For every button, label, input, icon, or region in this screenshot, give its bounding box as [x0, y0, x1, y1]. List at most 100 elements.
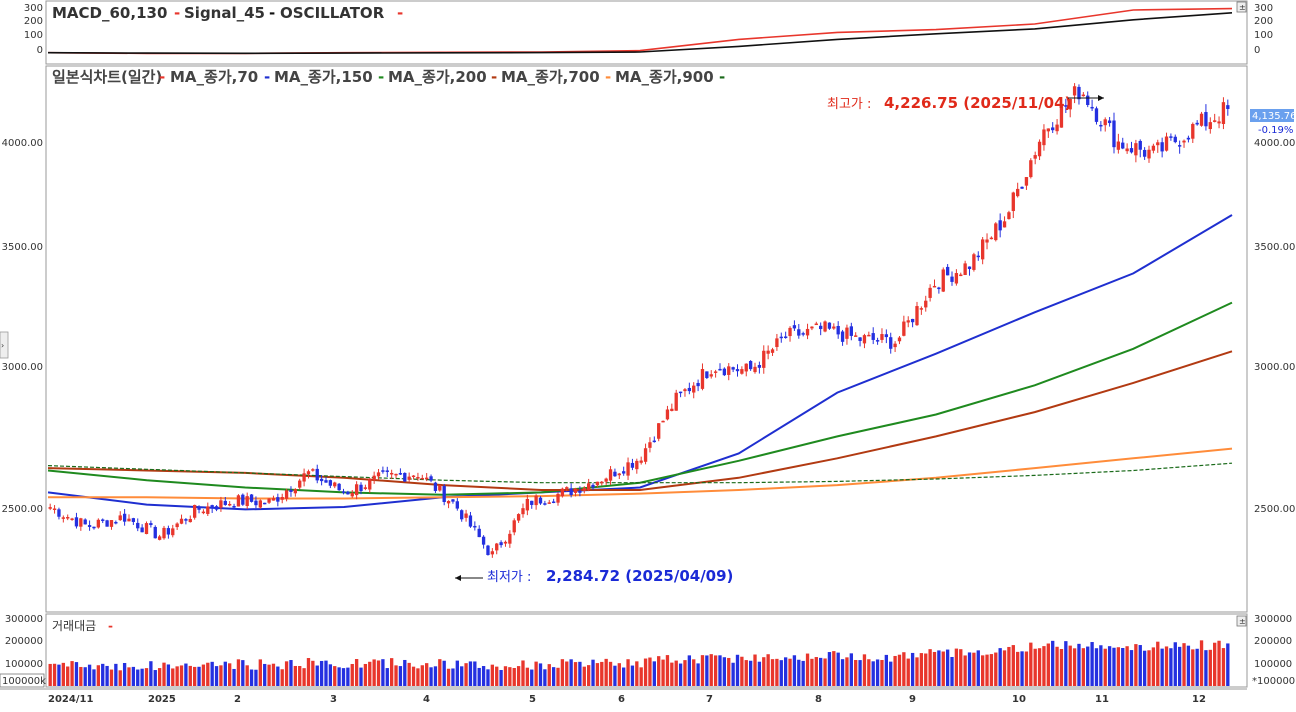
volume-bar	[595, 663, 600, 686]
candle-body	[617, 473, 621, 476]
candle-body	[530, 500, 534, 505]
volume-bar	[503, 666, 508, 686]
candle-body	[735, 369, 740, 372]
candle-body	[854, 335, 858, 337]
candle-body	[446, 500, 451, 504]
candle-body	[1081, 94, 1086, 97]
candle-body	[407, 476, 411, 480]
volume-bar	[705, 655, 709, 686]
volume-bar	[569, 659, 573, 686]
candle-body	[858, 337, 862, 341]
candle-body	[1007, 212, 1011, 220]
candle-body	[280, 497, 284, 500]
volume-tick-right-200000: 200000	[1254, 636, 1292, 647]
volume-bar	[460, 666, 464, 686]
volume-bar	[1007, 646, 1011, 686]
candle-body	[83, 519, 87, 525]
volume-bar	[512, 667, 516, 686]
volume-bar	[1042, 646, 1046, 686]
candle-body	[315, 468, 319, 481]
candle-body	[376, 472, 381, 477]
volume-bar	[880, 659, 884, 686]
macd-panel-menu-icon[interactable]: ±	[1236, 1, 1247, 13]
volume-bar	[70, 661, 74, 686]
candle-body	[915, 306, 919, 326]
volume-bar	[232, 668, 236, 686]
high-annotation-value: 4,226.75 (2025/11/04)	[884, 94, 1071, 112]
candle-body	[1112, 120, 1116, 148]
volume-tick-right-100000: 100000	[1254, 659, 1292, 670]
candle-body	[328, 480, 333, 486]
volume-bar	[228, 663, 232, 686]
volume-bar	[1129, 650, 1134, 686]
low-annotation: 최저가 : 2,284.72 (2025/04/09)	[455, 567, 733, 585]
candle-body	[556, 493, 560, 503]
candle-body	[451, 499, 455, 502]
candle-body	[140, 527, 144, 533]
macd-tick-right-0: 0	[1254, 45, 1260, 56]
candle-body	[394, 473, 398, 476]
volume-unit-left-box	[0, 673, 45, 688]
candle-body	[118, 515, 122, 521]
volume-tick-left-300000: 300000	[5, 614, 43, 625]
x-axis: 2024/11 2025 2 3 4 5 6 7 8 9 10 11 12	[48, 694, 1206, 705]
candle-body	[1029, 160, 1033, 178]
volume-bar	[657, 656, 661, 686]
candle-body	[823, 321, 827, 332]
candle-body	[630, 462, 635, 468]
candle-body	[709, 374, 713, 377]
candle-body	[897, 337, 902, 342]
ma-line-4	[47, 462, 1233, 484]
candle-body	[989, 237, 994, 240]
volume-bar	[762, 657, 766, 686]
candle-body	[919, 308, 924, 310]
volume-bar	[175, 666, 179, 686]
candle-body	[941, 269, 945, 292]
volume-bar	[543, 669, 547, 686]
volume-bar	[954, 648, 959, 686]
svg-text:›: ›	[1, 341, 4, 350]
svg-text:±: ±	[1239, 617, 1246, 626]
candle-body	[678, 391, 683, 394]
candle-body	[1072, 86, 1077, 96]
x-label-10: 10	[1012, 694, 1026, 705]
candle-body	[1011, 192, 1015, 212]
candle-body	[1090, 106, 1094, 109]
candle-body	[346, 491, 350, 495]
volume-bar	[1221, 648, 1226, 686]
volume-bar	[122, 662, 127, 686]
candle-body	[337, 483, 341, 491]
volume-bar	[101, 663, 105, 686]
volume-bar	[985, 654, 989, 686]
candle-body	[783, 336, 788, 338]
candle-body	[1156, 142, 1160, 146]
volume-bar	[1081, 648, 1086, 686]
candle-body	[210, 505, 214, 509]
macd-panel: MACD_60,130 - Signal_45 - OSCILLATOR - 3…	[24, 1, 1273, 56]
volume-bar	[385, 668, 389, 686]
candle-body	[302, 473, 306, 482]
candle-body	[967, 266, 972, 270]
candle-body	[333, 482, 337, 487]
candle-body	[718, 368, 722, 371]
volume-bar	[823, 658, 827, 686]
volume-unit-left: 100000k	[2, 676, 46, 687]
candle-body	[92, 526, 96, 529]
volume-ticks-left: 300000 200000 100000	[5, 614, 43, 670]
candle-body	[403, 472, 407, 482]
volume-panel-menu-icon[interactable]: ±	[1236, 615, 1247, 627]
volume-bar	[328, 664, 333, 686]
candle-body	[481, 536, 486, 545]
candle-body	[705, 371, 709, 379]
panel-collapse-handle[interactable]: ›	[0, 331, 9, 359]
volume-bar	[206, 662, 210, 686]
candle-body	[48, 507, 52, 509]
volume-bar	[775, 658, 779, 686]
low-annotation-value: 2,284.72 (2025/04/09)	[546, 567, 733, 585]
volume-tick-left-100000: 100000	[5, 659, 43, 670]
candle-body	[792, 325, 797, 329]
volume-bar	[1121, 648, 1125, 686]
volume-bar	[735, 654, 740, 686]
x-label-2025: 2025	[148, 694, 176, 705]
candle-body	[1173, 136, 1177, 143]
